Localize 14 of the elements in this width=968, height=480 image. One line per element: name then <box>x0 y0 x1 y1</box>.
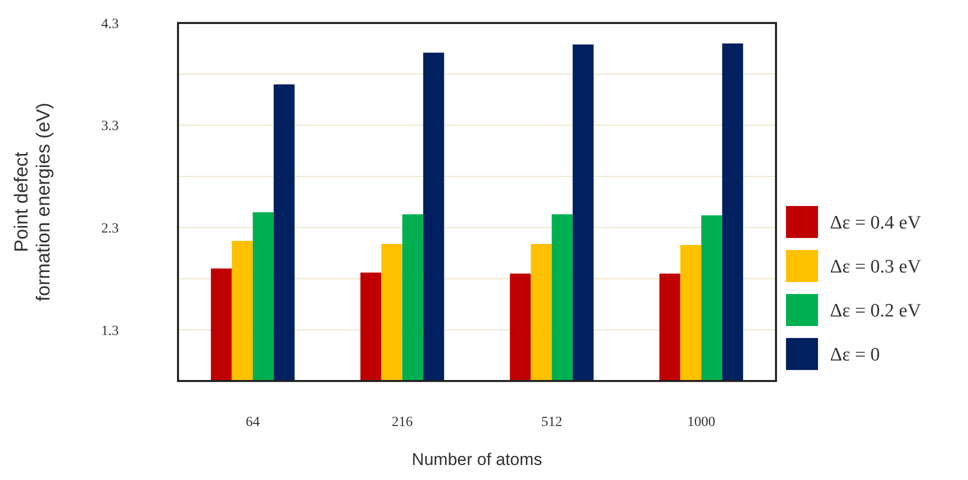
y-axis-title: Point defect formation energies (eV) <box>12 102 54 302</box>
legend-label: Δε = 0.4 eV <box>830 212 922 234</box>
y-tick-label: 4.3 <box>101 16 119 32</box>
legend-label: Δε = 0.2 eV <box>830 300 922 322</box>
legend-label: Δε = 0 <box>830 344 880 366</box>
x-tick-label: 512 <box>541 415 562 430</box>
y-tick-label: 2.3 <box>101 221 119 236</box>
x-tick-label: 216 <box>392 415 413 430</box>
y-tick-label: 3.3 <box>101 119 119 134</box>
legend-label: Δε = 0.3 eV <box>830 256 922 278</box>
y-tick-label: 1.3 <box>101 324 119 339</box>
x-tick-label: 64 <box>246 415 260 430</box>
x-axis-title: Number of atoms <box>412 450 542 469</box>
x-tick-label: 1000 <box>687 415 716 430</box>
